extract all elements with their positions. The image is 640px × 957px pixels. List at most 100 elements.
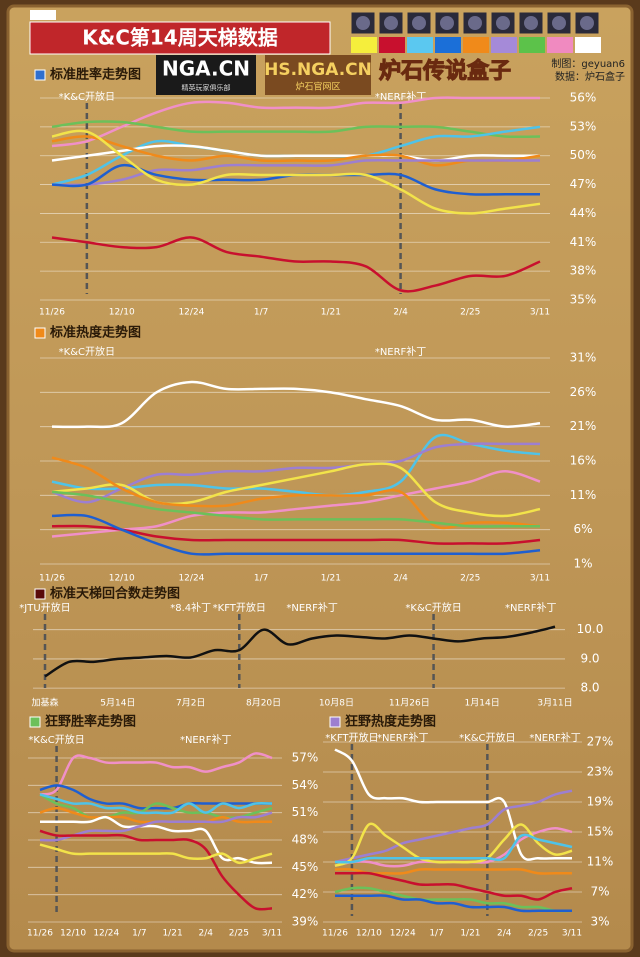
series-line — [39, 752, 273, 796]
title-marker — [34, 327, 46, 339]
x-tick-label: 3/11 — [262, 929, 282, 939]
x-tick-label: 12/24 — [390, 929, 416, 939]
color-legend — [350, 11, 601, 53]
y-tick-label: 42% — [292, 887, 319, 901]
series-line — [51, 513, 541, 556]
y-tick-label: 6% — [573, 522, 592, 536]
legend-swatch — [435, 37, 461, 53]
x-tick-label: 12/10 — [60, 929, 86, 939]
charts: 标准胜率走势图 56% 53% 50% 47% 44% 41% 38% 35% 11/26 12/1… — [19, 67, 613, 939]
y-tick-label: 21% — [570, 419, 597, 433]
annotation: *KFT开放日 — [325, 731, 378, 744]
y-tick-label: 23% — [587, 765, 614, 779]
x-tick-label: 11/26 — [322, 929, 348, 939]
credit: 制图：geyuan6 — [551, 57, 625, 70]
y-tick-label: 35% — [570, 293, 597, 307]
class-icon-emblem — [524, 16, 538, 30]
y-tick-label: 38% — [570, 264, 597, 278]
series-line — [51, 490, 540, 528]
x-tick-label: 8月20日 — [246, 698, 281, 709]
corner-tag — [30, 10, 56, 20]
y-tick-label: 41% — [570, 235, 597, 249]
y-tick-label: 31% — [570, 351, 597, 365]
x-tick-label: 1/21 — [321, 308, 341, 318]
x-tick-label: 2/25 — [460, 308, 480, 318]
y-tick-label: 11% — [587, 855, 614, 869]
y-tick-label: 9.0 — [580, 651, 599, 665]
y-tick-label: 54% — [292, 778, 319, 792]
class-icon-emblem — [440, 16, 454, 30]
x-tick-label: 加基森 — [31, 697, 58, 709]
logo-box — [156, 55, 256, 95]
x-tick-label: 12/24 — [93, 929, 119, 939]
chart-title: 标准热度走势图 — [49, 325, 141, 341]
y-tick-label: 11% — [570, 488, 597, 502]
series-line — [51, 129, 541, 215]
series-line — [334, 748, 572, 861]
series-line — [334, 871, 573, 901]
x-tick-label: 12/10 — [109, 308, 135, 318]
series-line — [51, 135, 541, 167]
x-tick-label: 11/26 — [39, 574, 65, 584]
series-line — [39, 815, 273, 865]
y-tick-label: 16% — [570, 454, 597, 468]
series-line — [51, 380, 541, 429]
legend-swatch — [547, 37, 573, 53]
series-line — [51, 236, 541, 293]
y-tick-label: 27% — [587, 735, 614, 749]
x-tick-label: 2/25 — [528, 929, 548, 939]
series-line — [334, 789, 573, 864]
annotation: *KFT开放日 — [213, 601, 266, 614]
legend-swatch — [407, 37, 433, 53]
page-title: K&C第14周天梯数据 — [82, 26, 277, 50]
class-icon-emblem — [356, 16, 370, 30]
x-tick-label: 2/4 — [393, 308, 408, 318]
x-tick-label: 1/21 — [162, 929, 182, 939]
y-tick-label: 53% — [570, 119, 597, 133]
x-tick-label: 2/25 — [229, 929, 249, 939]
annotation: *K&C开放日 — [28, 733, 84, 746]
x-tick-label: 1/7 — [132, 929, 146, 939]
logo: NGA.CN — [162, 57, 250, 81]
annotation: *K&C开放日 — [59, 90, 115, 103]
series-line — [51, 433, 541, 497]
series-line — [51, 524, 541, 545]
annotation: *K&C开放日 — [405, 601, 461, 614]
x-tick-label: 10月8日 — [319, 698, 354, 709]
logo: HS.NGA.CN — [264, 60, 372, 80]
x-tick-label: 3/11 — [562, 929, 582, 939]
series-line — [334, 886, 573, 913]
series-line — [51, 462, 541, 518]
class-icon-emblem — [580, 16, 594, 30]
series-line — [39, 793, 273, 815]
y-tick-label: 19% — [587, 795, 614, 809]
y-tick-label: 1% — [573, 557, 592, 571]
title-marker — [34, 69, 46, 81]
class-icon-emblem — [384, 16, 398, 30]
class-icon-emblem — [468, 16, 482, 30]
legend-swatch — [519, 37, 545, 53]
annotation: *NERF补丁 — [505, 601, 557, 614]
y-tick-label: 47% — [570, 177, 597, 191]
x-tick-label: 2/25 — [460, 574, 480, 584]
y-tick-label: 51% — [292, 805, 319, 819]
x-tick-label: 2/4 — [393, 574, 408, 584]
x-tick-label: 1/7 — [429, 929, 443, 939]
y-tick-label: 56% — [570, 91, 597, 105]
series-line — [51, 158, 540, 187]
series-line — [51, 120, 541, 139]
annotation: *NERF补丁 — [180, 733, 232, 746]
y-tick-label: 57% — [292, 751, 319, 765]
legend-swatch — [379, 37, 405, 53]
x-tick-label: 2/4 — [198, 929, 213, 939]
x-tick-label: 3月11日 — [537, 698, 572, 709]
chart-title: 标准天梯回合数走势图 — [49, 586, 180, 602]
annotation: *NERF补丁 — [377, 731, 429, 744]
x-tick-label: 11/26 — [39, 308, 65, 318]
annotation: *K&C开放日 — [59, 345, 115, 358]
y-tick-label: 15% — [587, 825, 614, 839]
class-icon-emblem — [496, 16, 510, 30]
y-tick-label: 7% — [590, 885, 609, 899]
logo-subtitle: 精英玩家俱乐部 — [182, 83, 231, 92]
x-tick-label: 7月2日 — [176, 698, 205, 709]
